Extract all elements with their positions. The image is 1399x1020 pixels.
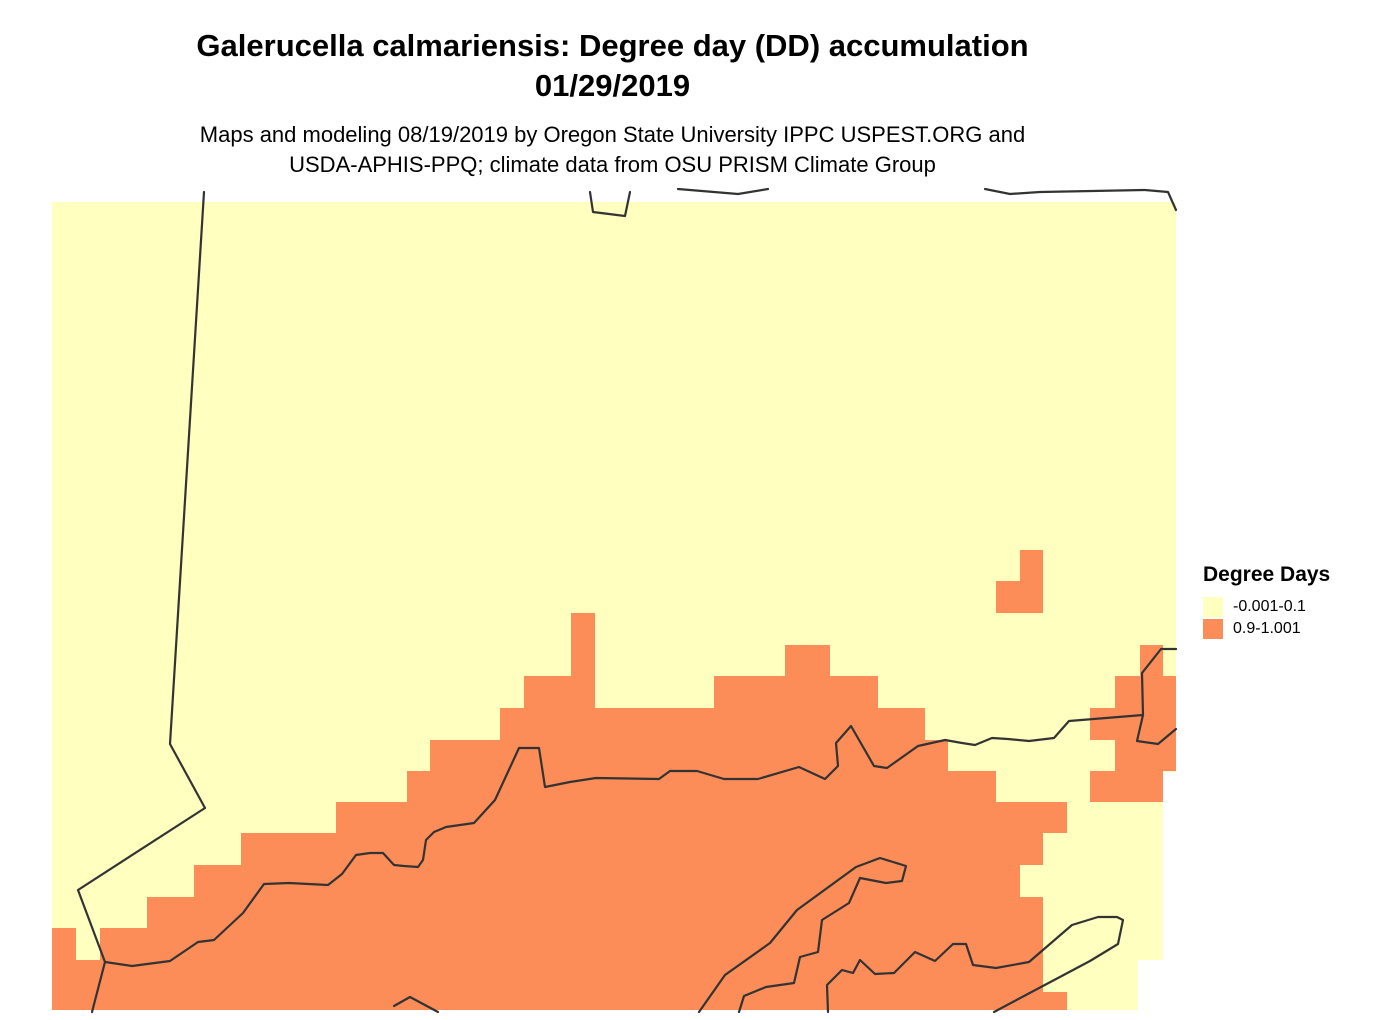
- top-border: [983, 187, 1178, 212]
- top-border: [676, 187, 770, 196]
- top-border: [588, 190, 632, 218]
- nodata-area: [1163, 772, 1176, 1010]
- legend-label-low: -0.001-0.1: [1233, 598, 1306, 615]
- legend-item: -0.001-0.1: [1203, 596, 1330, 618]
- title-line-1: Galerucella calmariensis: Degree day (DD…: [196, 28, 1029, 63]
- subtitle-line-2: USDA-APHIS-PPQ; climate data from OSU PR…: [289, 152, 936, 177]
- map-legend: Degree Days -0.001-0.1 0.9-1.001: [1203, 562, 1330, 640]
- map-title: Galerucella calmariensis: Degree day (DD…: [100, 26, 1125, 106]
- nodata-area: [1138, 960, 1163, 1010]
- legend-label-high: 0.9-1.001: [1233, 620, 1301, 637]
- state-border: [103, 647, 1178, 968]
- subtitle-line-1: Maps and modeling 08/19/2019 by Oregon S…: [199, 122, 1026, 147]
- legend-title: Degree Days: [1203, 563, 1331, 586]
- high-dd-area: [52, 613, 1067, 1010]
- title-line-2: 01/29/2019: [534, 68, 691, 103]
- legend-swatch-low: [1203, 597, 1223, 617]
- lake-shore: [392, 995, 440, 1014]
- map-raster: [52, 202, 1176, 1010]
- high-dd-area: [1090, 645, 1176, 802]
- map-subtitle: Maps and modeling 08/19/2019 by Oregon S…: [100, 120, 1125, 180]
- legend-swatch-high: [1203, 619, 1223, 639]
- boundary-lines: [76, 187, 1178, 1014]
- state-border: [76, 190, 207, 1014]
- legend-item: 0.9-1.001: [1203, 618, 1330, 640]
- high-dd-area: [996, 550, 1043, 613]
- lake-shore: [697, 856, 908, 1014]
- state-border: [1135, 713, 1178, 746]
- lake-shore: [825, 915, 1125, 1014]
